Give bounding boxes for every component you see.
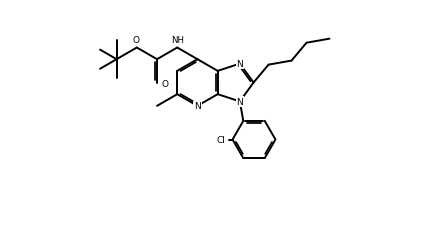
Text: N: N	[194, 102, 201, 111]
Text: N: N	[236, 60, 243, 69]
Text: Cl: Cl	[217, 136, 226, 144]
Text: NH: NH	[171, 36, 184, 45]
Text: O: O	[161, 80, 168, 89]
Text: N: N	[236, 97, 243, 106]
Text: O: O	[132, 36, 139, 45]
